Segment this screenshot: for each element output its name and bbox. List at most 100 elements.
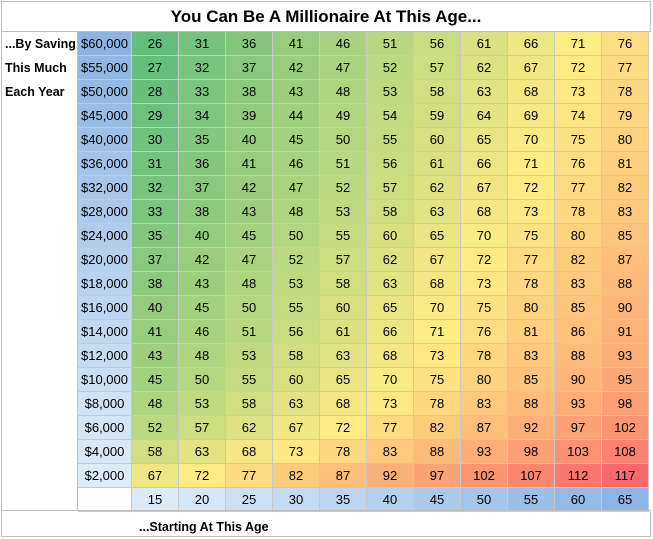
heatmap-cell: 64 <box>461 104 508 128</box>
heatmap-cell: 91 <box>602 320 649 344</box>
y-tick-label: $60,000 <box>78 32 132 56</box>
heatmap-cell: 40 <box>226 128 273 152</box>
heatmap-cell: 70 <box>508 128 555 152</box>
heatmap-cell: 71 <box>555 32 602 56</box>
heatmap-cell: 53 <box>367 80 414 104</box>
heatmap-cell: 58 <box>414 80 461 104</box>
x-tick-label: 20 <box>179 488 226 512</box>
heatmap-cell: 102 <box>602 416 649 440</box>
heatmap-cell: 78 <box>602 80 649 104</box>
heatmap-cell: 76 <box>602 32 649 56</box>
heatmap-cell: 63 <box>461 80 508 104</box>
heatmap-cell: 107 <box>508 464 555 488</box>
heatmap-cell: 51 <box>367 32 414 56</box>
heatmap-cell: 34 <box>179 104 226 128</box>
heatmap-cell: 33 <box>132 200 179 224</box>
heatmap-cell: 117 <box>602 464 649 488</box>
y-tick-label: $6,000 <box>78 416 132 440</box>
heatmap-cell: 78 <box>320 440 367 464</box>
heatmap-cell: 49 <box>320 104 367 128</box>
heatmap-cell: 68 <box>367 344 414 368</box>
heatmap-cell: 41 <box>132 320 179 344</box>
heatmap-cell: 67 <box>132 464 179 488</box>
heatmap-cell: 95 <box>602 368 649 392</box>
y-axis-label-line-2: This Much <box>5 61 67 75</box>
heatmap-cell: 66 <box>461 152 508 176</box>
heatmap-cell: 77 <box>367 416 414 440</box>
heatmap-cell: 37 <box>132 248 179 272</box>
heatmap-cell: 75 <box>555 128 602 152</box>
heatmap-cell: 55 <box>320 224 367 248</box>
y-tick-label: $12,000 <box>78 344 132 368</box>
x-tick-label: 40 <box>367 488 414 512</box>
heatmap-cell: 56 <box>273 320 320 344</box>
heatmap-cell: 33 <box>179 80 226 104</box>
heatmap-cell: 59 <box>414 104 461 128</box>
heatmap-cell: 57 <box>320 248 367 272</box>
heatmap-cell: 45 <box>226 224 273 248</box>
heatmap-cell: 46 <box>179 320 226 344</box>
heatmap-cell: 51 <box>320 152 367 176</box>
x-tick-label: 15 <box>132 488 179 512</box>
heatmap-cell: 47 <box>320 56 367 80</box>
heatmap-cell: 78 <box>414 392 461 416</box>
heatmap-cell: 80 <box>555 224 602 248</box>
heatmap-cell: 45 <box>132 368 179 392</box>
heatmap-cell: 88 <box>414 440 461 464</box>
heatmap-cell: 41 <box>273 32 320 56</box>
heatmap-cell: 56 <box>367 152 414 176</box>
heatmap-cell: 31 <box>179 32 226 56</box>
heatmap-cell: 82 <box>602 176 649 200</box>
y-axis-label-column: ...By Saving This Much Each Year <box>1 32 78 510</box>
x-tick-label: 65 <box>602 488 649 512</box>
heatmap-cell: 55 <box>367 128 414 152</box>
heatmap-cell: 87 <box>320 464 367 488</box>
heatmap-cell: 72 <box>320 416 367 440</box>
heatmap-cell: 73 <box>461 272 508 296</box>
heatmap-cell: 61 <box>414 152 461 176</box>
x-tick-label: 60 <box>555 488 602 512</box>
heatmap-cell: 52 <box>367 56 414 80</box>
heatmap-cell: 72 <box>555 56 602 80</box>
heatmap-cell: 58 <box>273 344 320 368</box>
heatmap-cell: 53 <box>273 272 320 296</box>
x-tick-label: 35 <box>320 488 367 512</box>
y-tick-label: $40,000 <box>78 128 132 152</box>
heatmap-cell: 32 <box>179 56 226 80</box>
heatmap-cell: 88 <box>508 392 555 416</box>
heatmap-cell: 36 <box>179 152 226 176</box>
heatmap-cell: 37 <box>226 56 273 80</box>
heatmap-cell: 63 <box>179 440 226 464</box>
heatmap-cell: 58 <box>132 440 179 464</box>
heatmap-cell: 65 <box>367 296 414 320</box>
heatmap-cell: 26 <box>132 32 179 56</box>
heatmap-cell: 47 <box>273 176 320 200</box>
heatmap-cell: 42 <box>226 176 273 200</box>
heatmap-cell: 48 <box>132 392 179 416</box>
heatmap-cell: 76 <box>555 152 602 176</box>
heatmap-cell: 80 <box>602 128 649 152</box>
heatmap-cell: 82 <box>555 248 602 272</box>
heatmap-cell: 43 <box>132 344 179 368</box>
heatmap-cell: 62 <box>461 56 508 80</box>
heatmap-cell: 98 <box>602 392 649 416</box>
heatmap-cell: 53 <box>320 200 367 224</box>
heatmap-cell: 37 <box>179 176 226 200</box>
y-tick-label: $10,000 <box>78 368 132 392</box>
heatmap-cell: 55 <box>273 296 320 320</box>
heatmap-cell: 83 <box>602 200 649 224</box>
heatmap-cell: 38 <box>132 272 179 296</box>
heatmap-cell: 61 <box>461 32 508 56</box>
heatmap-cell: 78 <box>461 344 508 368</box>
heatmap-cell: 81 <box>508 320 555 344</box>
heatmap-cell: 93 <box>461 440 508 464</box>
heatmap-cell: 97 <box>414 464 461 488</box>
heatmap-cell: 30 <box>132 128 179 152</box>
heatmap-cell: 65 <box>414 224 461 248</box>
heatmap-cell: 60 <box>273 368 320 392</box>
heatmap-cell: 57 <box>179 416 226 440</box>
heatmap-cell: 45 <box>179 296 226 320</box>
heatmap-cell: 97 <box>555 416 602 440</box>
heatmap-cell: 92 <box>508 416 555 440</box>
heatmap-cell: 102 <box>461 464 508 488</box>
